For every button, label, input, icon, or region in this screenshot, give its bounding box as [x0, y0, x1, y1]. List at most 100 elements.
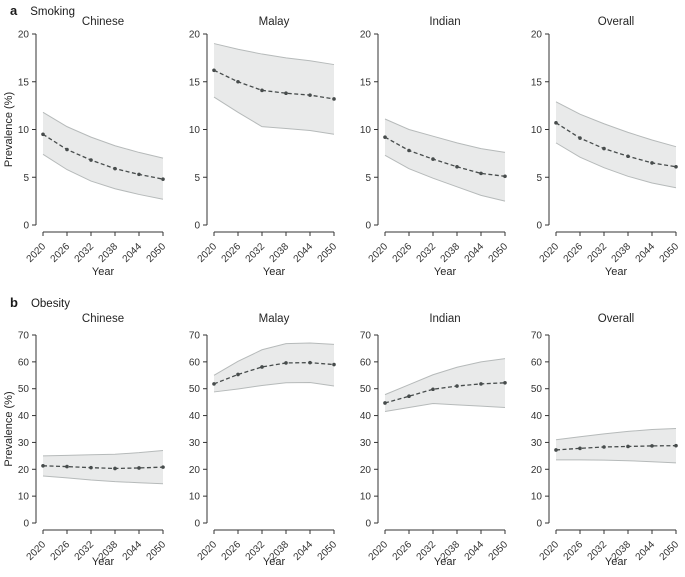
data-point-marker: [626, 154, 630, 159]
y-tick-label: 0: [194, 519, 200, 530]
data-point-marker: [161, 177, 165, 181]
x-tick-label: 2044: [463, 539, 487, 563]
y-tick-label: 10: [189, 125, 201, 136]
section-title-obesity: Obesity: [30, 298, 70, 310]
data-point-marker: [602, 146, 606, 151]
x-tick-label: 2050: [658, 539, 682, 563]
x-tick-label: 2044: [292, 241, 316, 265]
data-point-marker: [260, 88, 264, 93]
y-tick-label: 30: [18, 438, 30, 449]
data-point-marker: [113, 466, 117, 471]
y-tick-label: 10: [360, 492, 372, 503]
band-lower-edge: [384, 402, 506, 413]
x-axis-label: Year: [263, 266, 286, 278]
y-tick-label: 10: [18, 125, 30, 136]
data-point-marker: [137, 172, 141, 177]
band-lower-edge: [213, 382, 335, 393]
y-tick-label: 20: [360, 30, 372, 41]
panel-title: Chinese: [82, 16, 124, 28]
confidence-band: [556, 428, 676, 463]
confidence-band: [214, 43, 334, 135]
panel-title: Overall: [598, 16, 634, 28]
data-point-marker: [332, 97, 336, 101]
x-axis: 2020 2026 2032 2038 2044 2050: [538, 231, 681, 265]
y-axis: 0 5 10 15 20: [189, 30, 208, 232]
x-tick-label: 2026: [391, 539, 415, 563]
band-lower-edge: [42, 475, 164, 485]
panel-title: Overall: [598, 313, 634, 325]
x-axis: 2020 2026 2032 2038 2044 2050: [196, 231, 339, 265]
x-tick-label: 2038: [439, 241, 463, 265]
x-tick-label: 2032: [586, 241, 610, 265]
y-tick-label: 0: [23, 221, 29, 232]
x-tick-label: 2020: [367, 539, 391, 563]
x-tick-label: 2044: [634, 241, 658, 265]
data-point-marker: [236, 79, 240, 84]
data-point-marker: [554, 121, 558, 125]
data-point-marker: [308, 360, 312, 365]
y-tick-label: 60: [531, 357, 543, 368]
panel-title: Chinese: [82, 313, 124, 325]
band-lower-edge: [213, 96, 335, 135]
x-tick-label: 2020: [196, 241, 220, 265]
panel-letter-a: a: [10, 3, 18, 18]
data-point-marker: [236, 372, 240, 377]
data-point-marker: [431, 387, 435, 392]
data-point-marker: [554, 448, 558, 452]
y-tick-label: 20: [531, 30, 543, 41]
x-tick-label: 2050: [145, 539, 169, 563]
data-point-marker: [626, 444, 630, 449]
x-tick-label: 2020: [538, 539, 562, 563]
x-tick-label: 2026: [562, 241, 586, 265]
data-point-marker: [41, 132, 45, 137]
y-tick-label: 0: [365, 519, 371, 530]
band-upper-edge: [213, 43, 335, 66]
x-tick-label: 2044: [292, 539, 316, 563]
band-upper-edge: [555, 101, 677, 148]
confidence-band: [385, 358, 505, 412]
y-tick-label: 10: [531, 492, 543, 503]
x-tick-label: 2050: [487, 539, 511, 563]
y-tick-label: 30: [360, 438, 372, 449]
obesity-panels: Chinese 0 10 20 30 40 50 60 70 2020 2026 2032 2038 20…: [0, 288, 684, 577]
x-tick-label: 2026: [562, 539, 586, 563]
confidence-band: [556, 101, 676, 188]
data-point-marker: [212, 68, 216, 73]
y-tick-label: 20: [18, 465, 30, 476]
band-lower-edge: [384, 154, 506, 202]
smoking-panels: Chinese 0 5 10 15 20 2020 2026 2032 2038 2044 2050 Y…: [0, 0, 684, 288]
y-tick-label: 70: [189, 331, 201, 342]
mean-line: [384, 382, 506, 404]
panel-title: Malay: [259, 16, 290, 28]
mean-line: [213, 362, 335, 385]
y-axis: 0 5 10 15 20: [531, 30, 550, 232]
y-tick-label: 0: [194, 221, 200, 232]
x-axis-label: Year: [605, 556, 628, 568]
y-tick-label: 70: [531, 331, 543, 342]
y-tick-label: 40: [18, 411, 30, 422]
y-axis: 0 5 10 15 20: [18, 30, 37, 232]
x-tick-label: 2044: [121, 539, 145, 563]
y-axis: 0 10 20 30 40 50 60 70: [189, 331, 208, 530]
y-tick-label: 15: [360, 77, 372, 88]
x-tick-label: 2038: [97, 241, 121, 265]
y-tick-label: 50: [360, 384, 372, 395]
x-axis-label: Year: [92, 266, 115, 278]
panel-title: Indian: [429, 16, 460, 28]
x-tick-label: 2050: [316, 539, 340, 563]
y-axis-label: Prevalence (%): [3, 391, 15, 466]
y-tick-label: 0: [536, 221, 542, 232]
x-axis-label: Year: [605, 266, 628, 278]
data-point-marker: [455, 384, 459, 388]
y-tick-label: 10: [531, 125, 543, 136]
data-point-marker: [113, 166, 117, 171]
band-upper-edge: [213, 342, 335, 376]
panel-title: Malay: [259, 313, 290, 325]
x-axis-label: Year: [92, 556, 115, 568]
data-point-marker: [137, 466, 141, 470]
data-point-marker: [308, 93, 312, 97]
